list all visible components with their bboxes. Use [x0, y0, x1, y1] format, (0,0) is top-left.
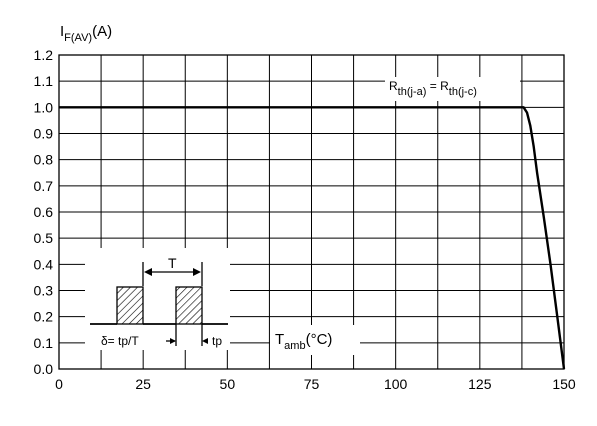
y-tick-label: 0.9 [34, 126, 54, 142]
x-tick-labels: 0 25 50 75 100 125 150 [55, 376, 576, 392]
duty-cycle-formula: δ= tp/T [101, 334, 139, 348]
pulse-2 [175, 286, 203, 325]
rth-annotation-background [385, 77, 520, 101]
plot-frame [58, 54, 565, 370]
series-line [59, 106, 566, 370]
y-tick-labels: 0.0 0.1 0.2 0.3 0.4 0.5 0.6 0.7 0.8 0.9 1.0 1.1 1.2 [34, 47, 54, 377]
x-tick-label: 150 [552, 376, 576, 392]
period-arrowhead-right [193, 268, 201, 276]
inset-background [85, 248, 230, 350]
inset-duty-cycle-diagram: T δ= tp/T tp [85, 248, 230, 350]
x-tick-label: 125 [468, 376, 492, 392]
x-axis-label-background [270, 325, 360, 355]
y-tick-label: 1.0 [34, 99, 54, 115]
pulse-1 [116, 286, 144, 325]
y-tick-label: 0.4 [34, 256, 54, 272]
x-tick-label: 50 [220, 376, 236, 392]
series-layer [59, 106, 566, 370]
period-label: T [168, 255, 177, 271]
tp-arrowhead-left [170, 338, 176, 344]
y-tick-label: 0.8 [34, 152, 54, 168]
y-axis-label: IF(AV)(A) [60, 23, 112, 44]
y-tick-label: 1.1 [34, 73, 54, 89]
rth-annotation-text: Rth(j-a) = Rth(j-c) [389, 79, 477, 98]
x-tick-label: 100 [384, 376, 408, 392]
y-tick-label: 0.7 [34, 178, 54, 194]
x-tick-label: 25 [135, 376, 151, 392]
y-tick-label: 0.3 [34, 283, 54, 299]
pulse-width-label: tp [212, 334, 222, 348]
x-axis-label: Tamb(°C) [275, 331, 332, 352]
y-tick-label: 0.5 [34, 230, 54, 246]
y-tick-label: 0.0 [34, 361, 54, 377]
x-axis-label-group: Tamb(°C) [270, 325, 360, 355]
y-tick-label: 0.2 [34, 309, 54, 325]
y-tick-label: 0.1 [34, 335, 54, 351]
y-tick-label: 1.2 [34, 47, 54, 63]
rth-annotation: Rth(j-a) = Rth(j-c) [385, 77, 520, 101]
period-arrowhead-left [144, 268, 152, 276]
x-tick-label: 0 [55, 376, 63, 392]
x-tick-label: 75 [304, 376, 320, 392]
tp-arrowhead-right [202, 338, 208, 344]
y-tick-label: 0.6 [34, 204, 54, 220]
